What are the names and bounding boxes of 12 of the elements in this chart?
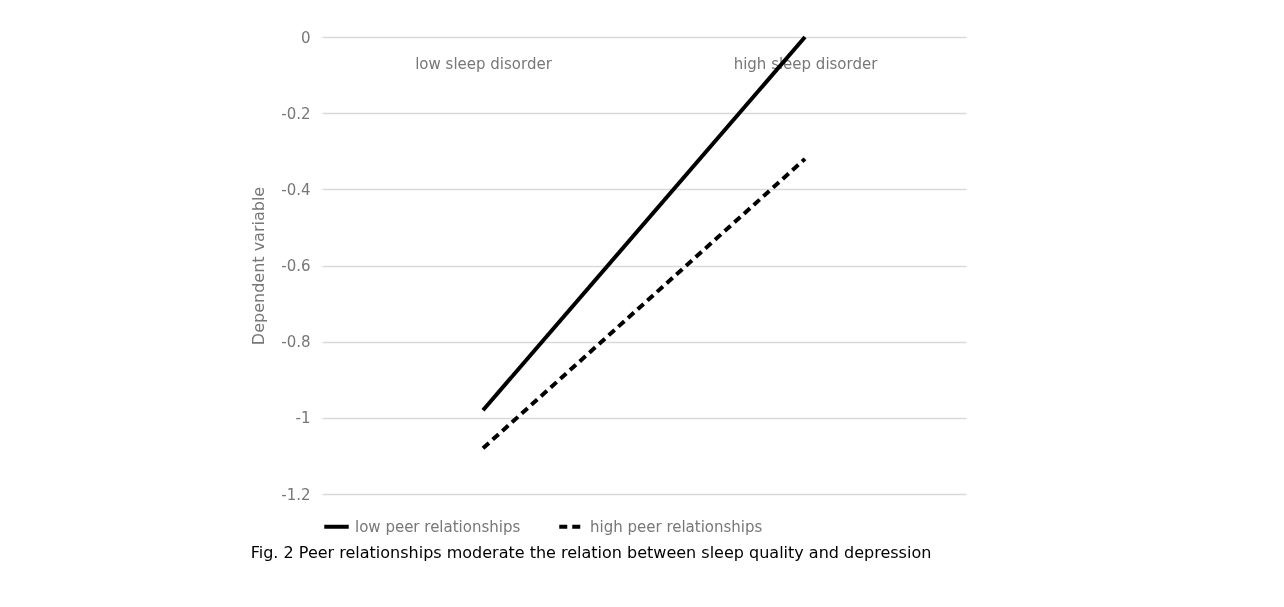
y-tick-label: 0 [300, 28, 311, 47]
y-axis-title: Dependent variable [249, 186, 269, 346]
legend-label: high peer relationships [590, 517, 763, 536]
legend-label: low peer relationships [355, 517, 521, 536]
y-tick-label: -1.2 [281, 485, 311, 504]
y-tick-label: -1 [295, 409, 311, 428]
y-tick-label: -0.6 [281, 257, 311, 275]
y-tick-label: -0.8 [281, 333, 311, 352]
caption: Fig. 2 Peer relationships moderate the relation between sleep quality and depression [250, 543, 932, 562]
x-tick-label: low sleep disorder [415, 54, 553, 73]
y-tick-label: -0.2 [281, 104, 311, 123]
y-tick-label: -0.4 [281, 180, 311, 199]
